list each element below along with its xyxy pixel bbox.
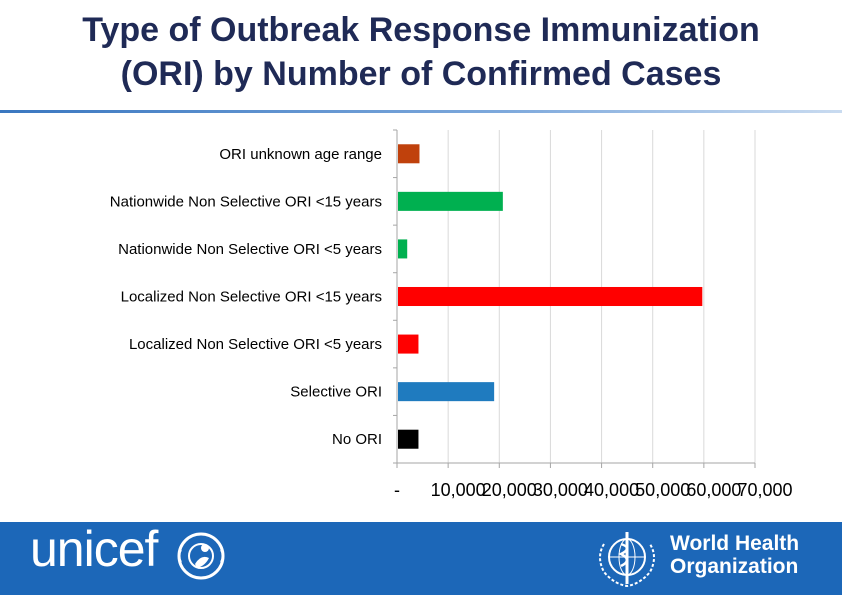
x-tick-label: 20,000	[482, 480, 537, 500]
category-label: No ORI	[332, 431, 382, 448]
category-label: Nationwide Non Selective ORI <5 years	[118, 241, 382, 258]
x-tick-label: 30,000	[533, 480, 588, 500]
bar	[398, 191, 503, 211]
bar	[398, 144, 420, 164]
bar-chart: ORI unknown age range Nationwide Non Sele…	[110, 129, 793, 500]
x-tick-label: 40,000	[584, 480, 639, 500]
x-tick-label: -	[394, 480, 400, 500]
bar	[398, 286, 703, 307]
category-label: Nationwide Non Selective ORI <15 years	[110, 193, 382, 210]
unicef-emblem-icon	[177, 532, 225, 580]
category-label: Localized Non Selective ORI <15 years	[121, 289, 382, 306]
bar	[398, 429, 419, 449]
x-tick-label: 10,000	[431, 480, 486, 500]
bar	[398, 239, 408, 259]
x-tick-label: 60,000	[686, 480, 741, 500]
who-emblem-icon	[599, 532, 655, 588]
who-wordmark: World Health Organization	[670, 532, 799, 578]
category-label: ORI unknown age range	[219, 146, 382, 163]
category-label: Selective ORI	[290, 384, 382, 401]
page-title: Type of Outbreak Response Immunization (…	[0, 8, 842, 96]
footer-banner: unicef World Health Organization	[0, 521, 842, 595]
unicef-wordmark: unicef	[30, 521, 158, 577]
title-line-2: (ORI) by Number of Confirmed Cases	[120, 55, 722, 93]
bar	[398, 382, 495, 402]
who-name-line-1: World Health	[670, 532, 800, 555]
title-line-1: Type of Outbreak Response Immunization	[82, 11, 760, 49]
who-name-line-2: Organization	[670, 555, 799, 578]
title-divider	[0, 110, 842, 113]
bar	[398, 334, 419, 354]
x-tick-label: 70,000	[737, 480, 792, 500]
category-label: Localized Non Selective ORI <5 years	[129, 336, 382, 353]
x-tick-label: 50,000	[635, 480, 690, 500]
